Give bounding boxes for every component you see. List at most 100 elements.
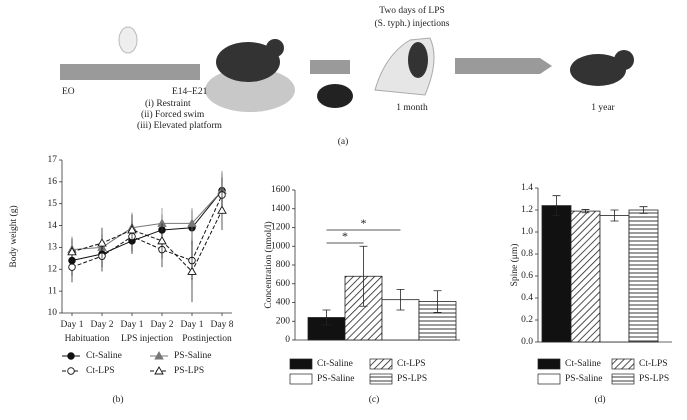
- mother-mouse-icon: [216, 42, 280, 82]
- label: (ii) Forced swim: [141, 109, 205, 120]
- error-bar: [610, 209, 619, 222]
- y-tick-label: 0.0: [521, 337, 533, 347]
- y-axis-label: Spine (μm): [509, 244, 520, 287]
- mouse-head: [614, 50, 634, 70]
- y-tick-label: 200: [276, 316, 291, 326]
- legend-label: PS-Saline: [317, 374, 354, 384]
- legend-swatch: [611, 373, 635, 385]
- y-tick-label: 0.4: [521, 293, 533, 303]
- legend-swatch: [369, 358, 393, 370]
- bar: [541, 205, 572, 343]
- y-tick-label: 1.2: [521, 205, 533, 215]
- y-tick-label: 0.6: [521, 271, 533, 281]
- marker: [127, 225, 137, 234]
- series-line: [71, 210, 223, 273]
- y-axis-label: Body weight (g): [8, 205, 19, 267]
- x-tick-label: Day 1: [61, 320, 84, 330]
- caption: (d): [594, 394, 605, 405]
- pups-icon: [317, 84, 353, 108]
- y-tick-label: 0: [285, 335, 290, 345]
- y-tick-label: 12: [48, 264, 58, 274]
- marker: [187, 266, 197, 275]
- timeline-arrow: [455, 58, 552, 74]
- bar: [599, 215, 630, 343]
- error-bar: [639, 206, 648, 214]
- significance-label: *: [361, 216, 367, 230]
- y-tick-label: 1.0: [521, 227, 533, 237]
- x-tick-label: Day 1: [181, 320, 204, 330]
- bar: [628, 209, 659, 343]
- mouse-head: [266, 39, 284, 57]
- legend-label: Ct-Saline: [317, 359, 353, 369]
- legend-marker: [154, 351, 164, 360]
- legend-label: Ct-Saline: [565, 359, 601, 369]
- x-tick-label: Day 2: [151, 320, 174, 330]
- embryo-icon: [118, 26, 138, 54]
- y-tick-label: 400: [276, 298, 291, 308]
- label: 1 year: [591, 103, 615, 113]
- y-tick-label: 13: [48, 243, 58, 253]
- timeline-bar: [60, 64, 200, 80]
- legend-swatch: [537, 358, 561, 370]
- y-tick-label: 10: [48, 308, 58, 318]
- marker: [187, 218, 197, 227]
- y-tick-label: 1000: [271, 241, 290, 251]
- legend-label: PS-Saline: [565, 374, 602, 384]
- label: (S. typh.) injections: [375, 18, 450, 29]
- group-label: LPS injection: [121, 334, 173, 344]
- y-tick-label: 17: [48, 155, 58, 165]
- timeline-diagram: EO E14–E21 (i) Restraint (ii) Forced swi…: [60, 5, 634, 147]
- label: E14–E21: [172, 87, 208, 97]
- error-bar: [359, 245, 368, 307]
- marker: [217, 205, 227, 214]
- legend-marker: [67, 352, 75, 360]
- bedding-icon: [205, 68, 295, 112]
- legend-label: PS-LPS: [174, 366, 204, 376]
- y-tick-label: 0.2: [521, 315, 533, 325]
- label: 1 month: [396, 103, 428, 113]
- marker: [67, 246, 77, 256]
- series-line: [71, 190, 223, 251]
- y-tick-label: 1.4: [521, 183, 533, 193]
- legend-swatch: [289, 373, 313, 385]
- legend-label: Ct-LPS: [397, 359, 426, 369]
- label: (iii) Elevated platform: [137, 120, 223, 131]
- label: (i) Restraint: [145, 98, 191, 109]
- legend-label: PS-LPS: [639, 374, 669, 384]
- y-axis-label: Concentration (nmol/l): [263, 221, 274, 308]
- series-line: [71, 194, 223, 268]
- legend-label: PS-LPS: [397, 374, 427, 384]
- legend-swatch: [611, 358, 635, 370]
- y-tick-label: 14: [48, 221, 58, 231]
- legend-swatch: [537, 373, 561, 385]
- legend-label: PS-Saline: [174, 351, 211, 361]
- y-tick-label: 600: [276, 279, 291, 289]
- group-label: Habituation: [65, 334, 110, 344]
- adult-mouse-icon: [570, 54, 626, 86]
- significance-label: *: [342, 229, 348, 243]
- y-tick-label: 1400: [271, 204, 290, 214]
- error-bar: [322, 309, 331, 326]
- legend-swatch: [369, 373, 393, 385]
- y-tick-label: 1600: [271, 185, 290, 195]
- marker: [157, 235, 167, 245]
- label: EO: [62, 87, 75, 97]
- y-tick-label: 11: [48, 286, 57, 296]
- timeline-bar: [310, 60, 350, 74]
- y-tick-label: 16: [48, 177, 58, 187]
- legend-marker: [67, 367, 75, 375]
- y-tick-label: 800: [276, 260, 291, 270]
- error-bar: [396, 288, 405, 311]
- error-bar: [552, 195, 561, 216]
- legend-swatch: [289, 358, 313, 370]
- legend-marker: [154, 366, 164, 375]
- x-tick-label: Day 8: [211, 320, 234, 330]
- caption: (c): [369, 394, 380, 405]
- legend-label: Ct-LPS: [639, 359, 668, 369]
- caption: (b): [112, 394, 123, 405]
- y-tick-label: 15: [48, 199, 58, 209]
- legend-label: Ct-LPS: [86, 366, 115, 376]
- young-mouse-icon: [408, 42, 428, 78]
- label: Two days of LPS: [379, 5, 445, 16]
